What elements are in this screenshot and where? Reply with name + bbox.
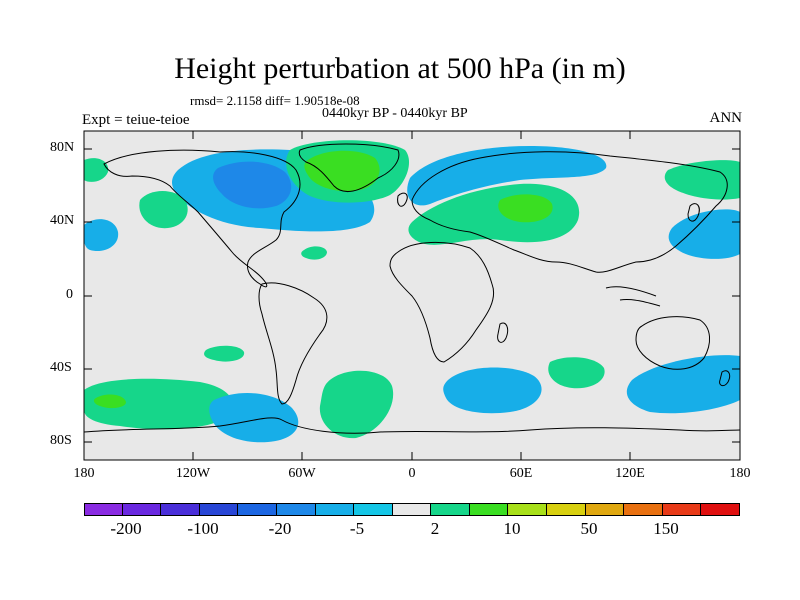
lon-label-60w: 60W <box>288 466 316 481</box>
coast-africa <box>389 241 494 363</box>
contour-negative-south-australia <box>626 355 740 414</box>
contour-positive-south-pacific <box>84 378 233 430</box>
coast-north-america <box>103 149 301 288</box>
lat-label-80n: 80N <box>50 140 75 155</box>
colorbar-swatch <box>392 503 432 516</box>
coast-greenland <box>298 143 400 193</box>
coast-indonesia <box>605 286 661 307</box>
colorbar-label: -5 <box>349 519 365 538</box>
contour-positive-atlantic-small <box>301 246 327 260</box>
contour-negative-pacific-west <box>84 219 119 251</box>
lon-label-120w: 120W <box>175 466 211 481</box>
contour-negative-drake <box>209 393 299 443</box>
lat-label-40s: 40S <box>50 360 72 375</box>
coastlines <box>84 143 740 434</box>
colorbar-label: 10 <box>503 519 521 538</box>
coast-south-america <box>258 282 328 405</box>
axis-ticks <box>84 131 740 460</box>
colorbar-swatch <box>508 503 548 516</box>
coast-japan <box>687 203 700 222</box>
lat-label-eq: 0 <box>66 287 73 302</box>
contour-positive-south-atlantic-small <box>204 345 245 362</box>
colorbar-swatch <box>276 503 316 516</box>
lon-label-120e: 120E <box>615 466 645 481</box>
contour-negative-north-america-core <box>213 161 292 209</box>
contour-positive-pacific-west <box>139 191 188 229</box>
colorbar-label: -100 <box>187 519 219 538</box>
contour-positive-south-atlantic <box>319 370 394 439</box>
colorbar-swatch <box>161 503 200 516</box>
contour-positive-arctic-east <box>664 160 740 200</box>
colorbar-swatch <box>238 503 277 516</box>
contour-field <box>84 140 740 443</box>
case-label: 0440kyr BP - 0440kyr BP <box>322 106 468 121</box>
lon-label-0: 0 <box>408 466 416 481</box>
coast-australia <box>635 316 710 370</box>
contour-negative-pacific-east <box>668 209 740 259</box>
colorbar-label: 50 <box>580 519 598 538</box>
colorbar-swatch <box>431 503 470 516</box>
contour-positive-greenland-core <box>304 150 380 192</box>
colorbar-swatch <box>84 503 123 516</box>
colorbar-swatch <box>662 503 702 516</box>
lon-label-60e: 60E <box>509 466 533 481</box>
colorbar-label: 2 <box>430 519 440 538</box>
lat-label-40n: 40N <box>50 213 75 228</box>
coast-madagascar <box>497 322 509 343</box>
lat-label-80s: 80S <box>50 433 72 448</box>
contour-positive-arctic-west <box>84 158 109 182</box>
colorbar-swatch <box>469 503 509 516</box>
colorbar-swatch <box>624 503 663 516</box>
contour-negative-south-indian <box>443 367 542 414</box>
stats-line: rmsd= 2.1158 diff= 1.90518e-08 <box>190 93 360 108</box>
colorbar-frame <box>84 503 740 516</box>
colorbar-swatch <box>585 503 625 516</box>
colorbar-swatch <box>122 503 162 516</box>
coast-eurasia <box>411 151 728 273</box>
plot-title: Height perturbation at 500 hPa (in m) <box>174 52 626 85</box>
season-label: ANN <box>709 110 743 126</box>
contour-negative-europe <box>407 146 607 206</box>
colorbar-label: -200 <box>110 519 142 538</box>
colorbar-label: -20 <box>268 519 292 538</box>
lon-label-180e: 180 <box>729 466 751 481</box>
colorbar-swatch <box>199 503 239 516</box>
experiment-label: Expt = teiue-teioe <box>82 112 190 128</box>
coast-antarctica <box>84 417 740 434</box>
lon-label-180w: 180 <box>73 466 95 481</box>
colorbar-swatch <box>315 503 355 516</box>
contour-positive-south-pacific-core <box>93 394 126 409</box>
contour-positive-south-indian <box>548 357 605 389</box>
contour-positive-asia-core <box>498 194 553 223</box>
colorbar-swatch <box>354 503 393 516</box>
coast-new-zealand <box>719 370 731 387</box>
colorbar-label: 150 <box>653 519 679 538</box>
colorbar-swatch <box>547 503 586 516</box>
coast-uk <box>397 192 408 207</box>
